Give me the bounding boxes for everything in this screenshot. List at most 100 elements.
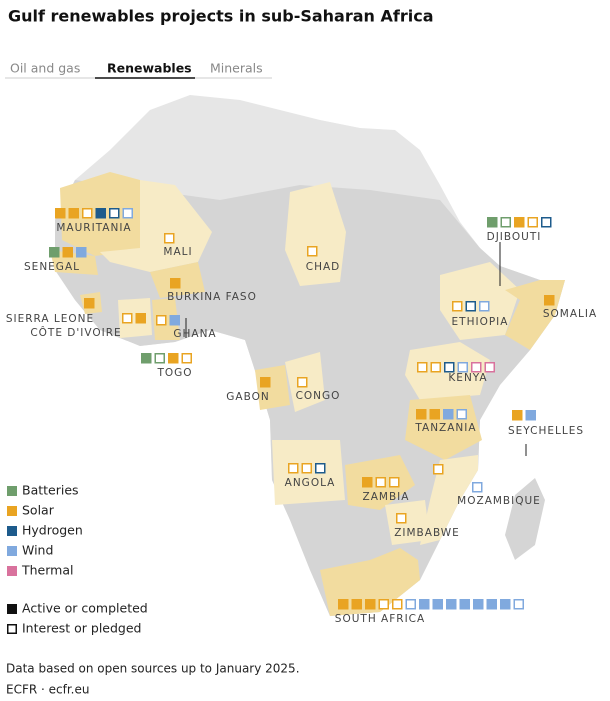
legend-swatch — [7, 486, 17, 496]
project-marker — [168, 353, 179, 364]
project-marker — [396, 513, 407, 524]
project-marker — [288, 463, 299, 474]
project-marker — [55, 208, 66, 219]
project-marker — [473, 599, 484, 610]
project-marker — [484, 362, 495, 373]
project-marker — [169, 315, 180, 326]
country-label: MALI — [163, 246, 192, 258]
note: Data based on open sources up to January… — [6, 662, 300, 676]
project-marker — [465, 301, 476, 312]
project-marker — [307, 246, 318, 257]
project-marker — [419, 599, 430, 610]
project-marker — [164, 233, 175, 244]
project-marker — [416, 409, 427, 420]
project-marker — [429, 409, 440, 420]
legend-status-label: Active or completed — [22, 601, 148, 616]
country-label: ZIMBABWE — [394, 527, 460, 539]
project-marker — [62, 247, 73, 258]
project-marker — [525, 410, 536, 421]
project-marker — [452, 301, 463, 312]
tab[interactable]: Oil and gas — [10, 61, 80, 76]
country-label: SENEGAL — [24, 261, 80, 273]
project-marker — [351, 599, 362, 610]
project-marker — [541, 217, 552, 228]
project-marker — [417, 362, 428, 373]
project-marker — [122, 208, 133, 219]
project-marker — [109, 208, 120, 219]
country-label: TANZANIA — [414, 422, 476, 434]
project-marker — [338, 599, 349, 610]
legend-label: Hydrogen — [22, 523, 83, 538]
project-marker — [514, 217, 525, 228]
legend-label: Thermal — [21, 563, 73, 578]
country-label: GHANA — [173, 328, 216, 340]
legend-swatch — [7, 546, 17, 556]
project-marker — [170, 278, 181, 289]
project-marker — [181, 353, 192, 364]
project-marker — [122, 313, 133, 324]
legend-label: Solar — [22, 503, 55, 518]
project-marker — [76, 247, 87, 258]
project-marker — [446, 599, 457, 610]
project-marker — [433, 464, 444, 475]
country-label: SEYCHELLES — [508, 425, 584, 437]
project-marker — [544, 295, 555, 306]
project-marker — [301, 463, 312, 474]
legend-status-swatch — [7, 604, 17, 614]
project-marker — [297, 377, 308, 388]
project-marker — [82, 208, 93, 219]
project-marker — [405, 599, 416, 610]
legend-status-swatch — [7, 624, 17, 634]
legend-swatch — [7, 506, 17, 516]
country-label: CHAD — [306, 261, 341, 273]
source: ECFR · ecfr.eu — [6, 683, 89, 697]
legend-swatch — [7, 566, 17, 576]
legend-label: Wind — [22, 543, 53, 558]
project-marker — [512, 410, 523, 421]
project-marker — [513, 599, 524, 610]
tab[interactable]: Minerals — [210, 61, 263, 76]
project-marker — [471, 362, 482, 373]
country-label: SIERRA LEONE — [6, 313, 94, 325]
country-label: SOUTH AFRICA — [335, 613, 425, 625]
country-label: GABON — [226, 391, 269, 403]
tab[interactable]: Renewables — [107, 61, 192, 76]
project-marker — [378, 599, 389, 610]
project-marker — [154, 353, 165, 364]
project-marker — [487, 217, 498, 228]
project-marker — [392, 599, 403, 610]
project-marker — [444, 362, 455, 373]
project-marker — [68, 208, 79, 219]
country-label: BURKINA FASO — [167, 291, 257, 303]
project-marker — [141, 353, 152, 364]
project-marker — [500, 217, 511, 228]
project-marker — [500, 599, 511, 610]
legend-status-label: Interest or pledged — [22, 621, 142, 636]
project-marker — [459, 599, 470, 610]
project-marker — [432, 599, 443, 610]
project-marker — [260, 377, 271, 388]
country-label: ANGOLA — [285, 477, 336, 489]
project-marker — [456, 409, 467, 420]
leader-lines — [185, 242, 527, 456]
project-marker — [527, 217, 538, 228]
project-marker — [479, 301, 490, 312]
project-marker — [443, 409, 454, 420]
project-marker — [457, 362, 468, 373]
legend-label: Batteries — [22, 483, 79, 498]
project-marker — [472, 482, 483, 493]
project-marker — [389, 477, 400, 488]
country-label: CONGO — [296, 390, 341, 402]
country-label: KENYA — [448, 372, 487, 384]
project-marker — [84, 298, 95, 309]
project-marker — [95, 208, 106, 219]
legend-swatch — [7, 526, 17, 536]
country-label: ZAMBIA — [363, 491, 410, 503]
country-label: TOGO — [156, 367, 192, 379]
title: Gulf renewables projects in sub-Saharan … — [8, 7, 434, 26]
project-marker — [135, 313, 146, 324]
project-marker — [430, 362, 441, 373]
project-marker — [486, 599, 497, 610]
project-marker — [315, 463, 326, 474]
